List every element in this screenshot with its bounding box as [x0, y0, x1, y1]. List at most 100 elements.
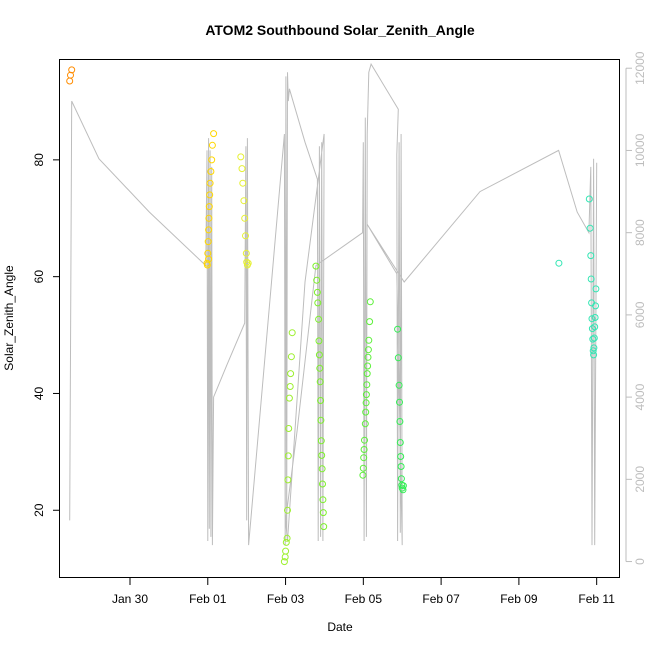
data-point	[555, 259, 563, 267]
plot-frame	[59, 59, 620, 578]
y-tick-label: 60	[32, 270, 46, 284]
y2-tick-label: 4000	[633, 383, 647, 410]
data-point	[362, 399, 370, 407]
data-point	[68, 66, 76, 74]
data-point	[287, 353, 295, 361]
data-point	[288, 329, 296, 337]
data-point	[361, 420, 369, 428]
data-point	[317, 416, 325, 424]
data-point	[315, 351, 323, 359]
data-point	[365, 336, 373, 344]
data-point	[205, 226, 213, 234]
data-point	[394, 325, 402, 333]
x-axis-label: Date	[327, 620, 353, 634]
data-point	[320, 523, 328, 531]
y2-tick-label: 12000	[633, 51, 647, 85]
x-tick-label: Feb 07	[422, 592, 460, 606]
data-point	[243, 258, 251, 266]
y2-tick-label: 0	[633, 558, 647, 565]
data-point	[285, 425, 293, 432]
data-point	[205, 203, 213, 211]
data-point	[591, 323, 599, 331]
data-point	[359, 464, 367, 472]
data-point	[208, 141, 216, 149]
data-point	[318, 465, 326, 473]
altitude-line-layer	[69, 62, 598, 546]
data-point	[589, 335, 597, 343]
chart-title: ATOM2 Southbound Solar_Zenith_Angle	[205, 22, 475, 38]
data-point	[314, 299, 322, 307]
data-point	[284, 452, 292, 460]
data-point	[395, 381, 403, 389]
data-point	[207, 168, 215, 175]
data-point	[282, 547, 290, 555]
y-axis-right: 0 2000 4000 6000 8000 10000 12000	[625, 51, 647, 565]
data-point	[399, 482, 407, 490]
data-point	[587, 275, 595, 283]
data-point	[238, 165, 246, 173]
data-point	[282, 538, 290, 546]
data-point	[319, 496, 327, 504]
data-point	[396, 418, 404, 425]
data-point	[66, 77, 74, 85]
data-point	[363, 370, 371, 378]
data-point	[361, 436, 368, 444]
data-point	[366, 318, 374, 326]
data-point	[318, 451, 326, 459]
data-point	[586, 224, 594, 232]
data-point	[317, 397, 325, 404]
data-point	[67, 71, 74, 79]
data-point	[588, 315, 596, 323]
data-point	[237, 153, 245, 161]
data-point	[244, 259, 252, 267]
data-point	[590, 351, 598, 359]
data-point	[397, 453, 405, 460]
data-point	[239, 179, 247, 187]
data-point	[363, 381, 371, 389]
x-axis: Jan 30 Feb 01 Feb 03 Feb 05 Feb 07 Feb 09 Feb …	[112, 578, 615, 606]
y2-tick-label: 8000	[633, 219, 647, 246]
data-point	[319, 480, 326, 488]
data-point	[312, 262, 320, 270]
data-point	[313, 276, 321, 284]
x-tick-label: Feb 05	[345, 592, 383, 606]
data-point	[590, 334, 598, 342]
y2-tick-label: 2000	[633, 466, 647, 493]
data-point	[241, 214, 249, 222]
data-point	[242, 232, 249, 240]
data-point	[315, 315, 323, 323]
y2-tick-label: 6000	[633, 301, 647, 328]
x-tick-label: Jan 30	[112, 592, 148, 606]
data-point	[240, 197, 248, 205]
data-point	[360, 446, 368, 453]
data-point	[205, 255, 213, 263]
x-tick-label: Feb 03	[267, 592, 305, 606]
data-point	[317, 437, 325, 445]
data-point	[399, 486, 407, 494]
data-point	[280, 558, 288, 566]
data-point	[592, 285, 600, 293]
y2-tick-label: 10000	[633, 133, 647, 167]
data-point	[366, 298, 374, 306]
data-points-layer	[66, 66, 600, 566]
altitude-line	[69, 62, 598, 546]
data-point	[394, 354, 402, 362]
data-point	[364, 346, 372, 354]
data-point	[362, 391, 370, 399]
data-point	[206, 179, 214, 187]
data-point	[315, 337, 323, 345]
data-point	[283, 534, 291, 542]
x-tick-label: Feb 01	[189, 592, 227, 606]
data-point	[316, 364, 324, 372]
data-point	[590, 344, 598, 352]
data-point	[205, 214, 213, 222]
data-point	[242, 249, 250, 257]
data-point	[592, 302, 599, 310]
data-point	[319, 509, 327, 517]
x-tick-label: Feb 09	[500, 592, 538, 606]
data-point	[206, 191, 214, 199]
y-axis-label: Solar_Zenith_Angle	[2, 265, 16, 371]
data-point	[210, 130, 218, 138]
data-point	[364, 353, 372, 361]
